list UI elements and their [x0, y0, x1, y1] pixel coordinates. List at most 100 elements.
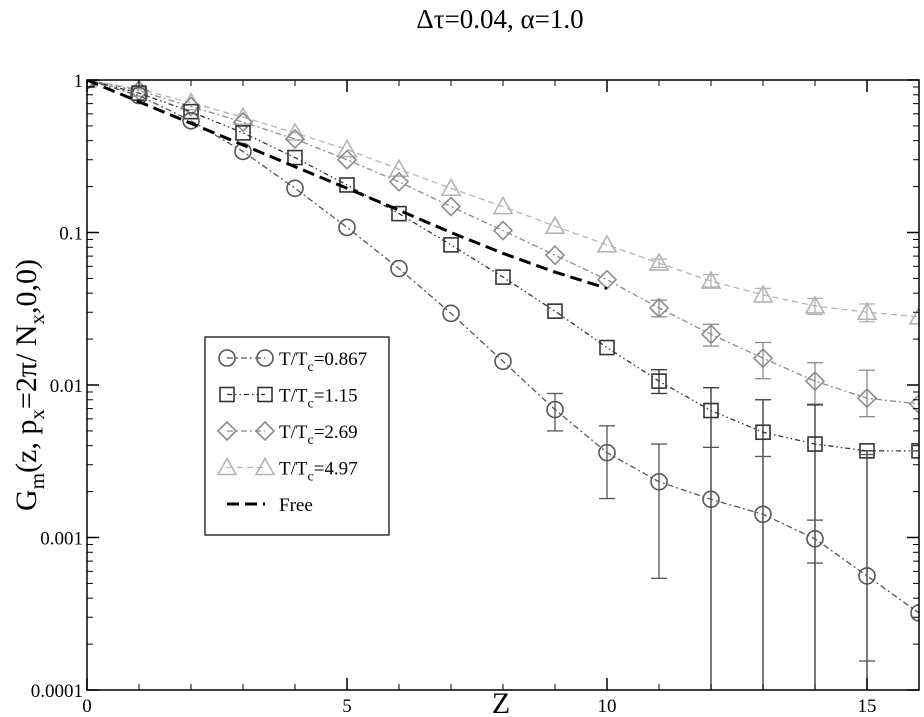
legend-label-4: Free: [279, 495, 313, 516]
y-tick-label: 1: [74, 71, 84, 92]
data-point: [338, 218, 356, 237]
data-point: [443, 237, 459, 253]
legend-label-main: T/T: [279, 386, 308, 407]
legend-marker: [218, 349, 236, 367]
data-point: [599, 339, 615, 356]
legend-label-sub: c: [308, 470, 314, 485]
data-point: [700, 270, 722, 289]
data-point: [544, 245, 566, 266]
data-point: [703, 402, 719, 419]
data-point: [440, 196, 462, 217]
series-line: [87, 80, 608, 290]
series-3: [87, 80, 919, 325]
legend-label-sub: c: [308, 360, 314, 375]
y-axis-title-text: Gm(z, px=2π/ Nx,0,0): [10, 259, 49, 511]
x-tick-label: 0: [82, 696, 92, 717]
legend-marker: [254, 420, 276, 442]
y-tick-label: 0.0001: [31, 681, 83, 702]
data-point: [908, 393, 919, 415]
legend: T/Tc=0.867T/Tc=1.15T/Tc=2.69T/Tc=4.97Fre…: [204, 336, 390, 536]
data-point: [752, 284, 774, 303]
data-point: [492, 220, 514, 241]
data-point: [856, 388, 878, 409]
data-point: [284, 128, 306, 150]
data-point: [547, 303, 563, 319]
series-layer: [87, 80, 919, 690]
y-axis-title-subscript: x: [25, 409, 49, 420]
data-point: [910, 604, 919, 622]
data-point: [700, 324, 722, 345]
data-point: [232, 106, 254, 126]
data-point: [596, 269, 618, 290]
series-4: [87, 80, 608, 290]
data-point: [650, 472, 668, 491]
legend-label-2: T/Tc=2.69: [279, 422, 358, 448]
data-point: [235, 125, 251, 141]
series-line: [87, 80, 919, 405]
series-2: [87, 80, 919, 418]
legend-label-main: T/T: [279, 349, 308, 370]
legend-label-tail: =2.69: [314, 422, 358, 443]
data-point: [911, 443, 919, 459]
data-point: [442, 304, 460, 323]
series-line: [87, 80, 919, 614]
data-point: [492, 195, 514, 215]
data-point: [598, 443, 616, 462]
y-axis-title-subscript: m: [25, 473, 49, 489]
data-point: [388, 171, 410, 192]
y-axis-title: Gm(z, px=2π/ Nx,0,0): [10, 259, 49, 511]
data-point: [183, 103, 199, 120]
data-point: [804, 295, 826, 314]
data-point: [440, 177, 462, 197]
legend-label-sub: c: [308, 433, 314, 448]
legend-marker: [257, 386, 273, 403]
legend-label-3: T/Tc=4.97: [279, 459, 358, 485]
data-point: [544, 215, 566, 234]
legend-label-tail: =1.15: [314, 386, 358, 407]
data-point: [284, 122, 306, 141]
data-point: [180, 96, 202, 117]
data-point: [596, 234, 618, 253]
series-line: [87, 80, 919, 318]
data-point: [336, 149, 358, 170]
series-line: [87, 80, 919, 452]
chart-title: Δτ=0.04, α=1.0: [416, 4, 583, 34]
legend-marker: [219, 386, 235, 403]
data-point: [287, 149, 303, 166]
data-point: [804, 371, 826, 392]
legend-marker: [254, 456, 276, 476]
data-point: [856, 301, 878, 321]
y-axis-title-part: G: [10, 489, 43, 511]
data-point: [182, 112, 200, 130]
legend-label-main: T/T: [279, 422, 308, 443]
data-point: [388, 158, 410, 178]
legend-marker: [256, 349, 274, 367]
legend-label-1: T/Tc=1.15: [279, 386, 358, 412]
legend-marker: [216, 456, 238, 476]
ticks-layer: 0 5 10 15 0.0001 0.001 0.01 0.1 1: [31, 71, 920, 717]
data-point: [495, 269, 511, 285]
data-point: [546, 400, 564, 419]
data-point: [807, 436, 823, 452]
y-tick-label: 0.1: [59, 224, 83, 245]
data-point: [752, 348, 774, 369]
data-point: [286, 179, 304, 198]
data-point: [755, 424, 771, 441]
data-point: [806, 530, 824, 548]
y-tick-label: 0.001: [40, 529, 83, 550]
data-point: [702, 490, 720, 509]
data-point: [232, 111, 254, 133]
data-point: [494, 352, 512, 371]
series-0: [87, 80, 919, 690]
legend-label-tail: =4.97: [314, 459, 358, 480]
legend-label-0: T/Tc=0.867: [279, 349, 367, 375]
y-axis-title-subscript: x: [25, 314, 49, 325]
data-point: [908, 306, 919, 325]
data-point: [754, 505, 772, 524]
y-axis-title-part: =2π/ N: [10, 325, 43, 410]
legend-label-tail: =0.867: [314, 349, 367, 370]
x-axis-title: Z: [492, 687, 510, 717]
data-point: [651, 373, 667, 389]
data-point: [130, 86, 148, 105]
